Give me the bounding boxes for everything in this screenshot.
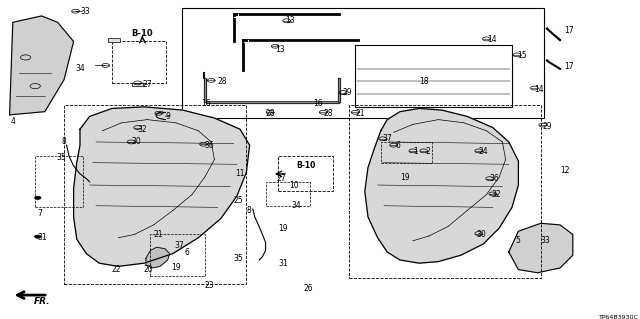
Bar bbox=[132, 83, 143, 86]
Text: 6: 6 bbox=[396, 141, 401, 150]
Text: 13: 13 bbox=[275, 45, 285, 54]
Text: 29: 29 bbox=[543, 122, 552, 130]
Text: 11: 11 bbox=[236, 169, 245, 178]
Text: B-10: B-10 bbox=[296, 161, 316, 170]
Text: 17: 17 bbox=[564, 26, 574, 35]
Bar bbox=[108, 38, 120, 42]
Text: TP64B3930C: TP64B3930C bbox=[599, 315, 639, 319]
Text: 31: 31 bbox=[278, 259, 288, 268]
Text: 21: 21 bbox=[154, 230, 163, 239]
Text: 32: 32 bbox=[492, 190, 501, 199]
Text: 5: 5 bbox=[515, 236, 520, 245]
Text: 1: 1 bbox=[413, 147, 417, 156]
Text: 28: 28 bbox=[266, 109, 275, 118]
Polygon shape bbox=[338, 78, 340, 102]
Text: 27: 27 bbox=[142, 80, 152, 89]
Text: 33: 33 bbox=[541, 236, 550, 245]
Text: 14: 14 bbox=[534, 85, 544, 94]
Bar bbox=[112, 41, 166, 83]
Text: 37: 37 bbox=[383, 134, 392, 143]
Text: 30: 30 bbox=[131, 137, 141, 146]
Text: 16: 16 bbox=[202, 99, 211, 108]
Text: 26: 26 bbox=[304, 284, 314, 293]
Text: 16: 16 bbox=[314, 99, 323, 108]
Text: 19: 19 bbox=[278, 224, 288, 233]
Text: 29: 29 bbox=[342, 88, 352, 97]
Text: 9: 9 bbox=[165, 112, 170, 121]
Text: 6: 6 bbox=[184, 248, 189, 256]
Polygon shape bbox=[204, 78, 206, 102]
Text: 10: 10 bbox=[289, 181, 299, 189]
Bar bbox=[182, 8, 544, 118]
Text: 21: 21 bbox=[355, 109, 365, 118]
Text: 23: 23 bbox=[205, 281, 214, 290]
Text: 28: 28 bbox=[218, 77, 227, 86]
Text: 7: 7 bbox=[37, 209, 42, 218]
Bar bbox=[150, 234, 205, 276]
Circle shape bbox=[35, 196, 41, 199]
Text: 28: 28 bbox=[323, 109, 333, 118]
Text: 2: 2 bbox=[426, 147, 430, 156]
Bar bbox=[266, 182, 310, 206]
Text: 17: 17 bbox=[564, 63, 574, 71]
Bar bbox=[355, 45, 512, 107]
Bar bbox=[35, 156, 83, 207]
Text: 35: 35 bbox=[234, 254, 243, 263]
Text: 20: 20 bbox=[144, 265, 154, 274]
Text: 36: 36 bbox=[490, 174, 499, 183]
Text: 19: 19 bbox=[400, 173, 410, 182]
Text: 34: 34 bbox=[291, 201, 301, 210]
Text: 35: 35 bbox=[56, 153, 66, 162]
Text: B-10: B-10 bbox=[132, 29, 153, 38]
Text: 37: 37 bbox=[174, 241, 184, 250]
Polygon shape bbox=[509, 223, 573, 273]
Polygon shape bbox=[146, 247, 170, 268]
Bar bbox=[349, 105, 541, 278]
Text: 30: 30 bbox=[477, 230, 486, 239]
Bar bbox=[278, 156, 333, 191]
Polygon shape bbox=[365, 108, 518, 263]
Polygon shape bbox=[10, 16, 74, 115]
Text: FR.: FR. bbox=[33, 297, 50, 306]
Text: 34: 34 bbox=[76, 64, 85, 73]
Polygon shape bbox=[74, 107, 250, 266]
Text: 4: 4 bbox=[10, 117, 15, 126]
Text: 36: 36 bbox=[205, 141, 214, 150]
Polygon shape bbox=[206, 102, 339, 103]
Text: 32: 32 bbox=[138, 125, 147, 134]
Text: 8: 8 bbox=[246, 206, 251, 215]
Text: 8: 8 bbox=[61, 137, 66, 146]
Circle shape bbox=[35, 235, 41, 238]
Text: 15: 15 bbox=[517, 51, 527, 60]
Text: 13: 13 bbox=[285, 16, 294, 25]
Text: 12: 12 bbox=[560, 166, 570, 175]
Text: 27: 27 bbox=[276, 174, 286, 183]
Text: 19: 19 bbox=[172, 263, 181, 272]
Text: 14: 14 bbox=[488, 35, 497, 44]
Bar bbox=[381, 142, 432, 163]
Text: 25: 25 bbox=[234, 197, 243, 205]
Text: 33: 33 bbox=[80, 7, 90, 16]
Text: 31: 31 bbox=[37, 233, 47, 242]
Text: 22: 22 bbox=[112, 265, 122, 274]
Bar bbox=[64, 105, 246, 284]
Text: 24: 24 bbox=[479, 147, 488, 156]
Text: 18: 18 bbox=[419, 77, 429, 86]
